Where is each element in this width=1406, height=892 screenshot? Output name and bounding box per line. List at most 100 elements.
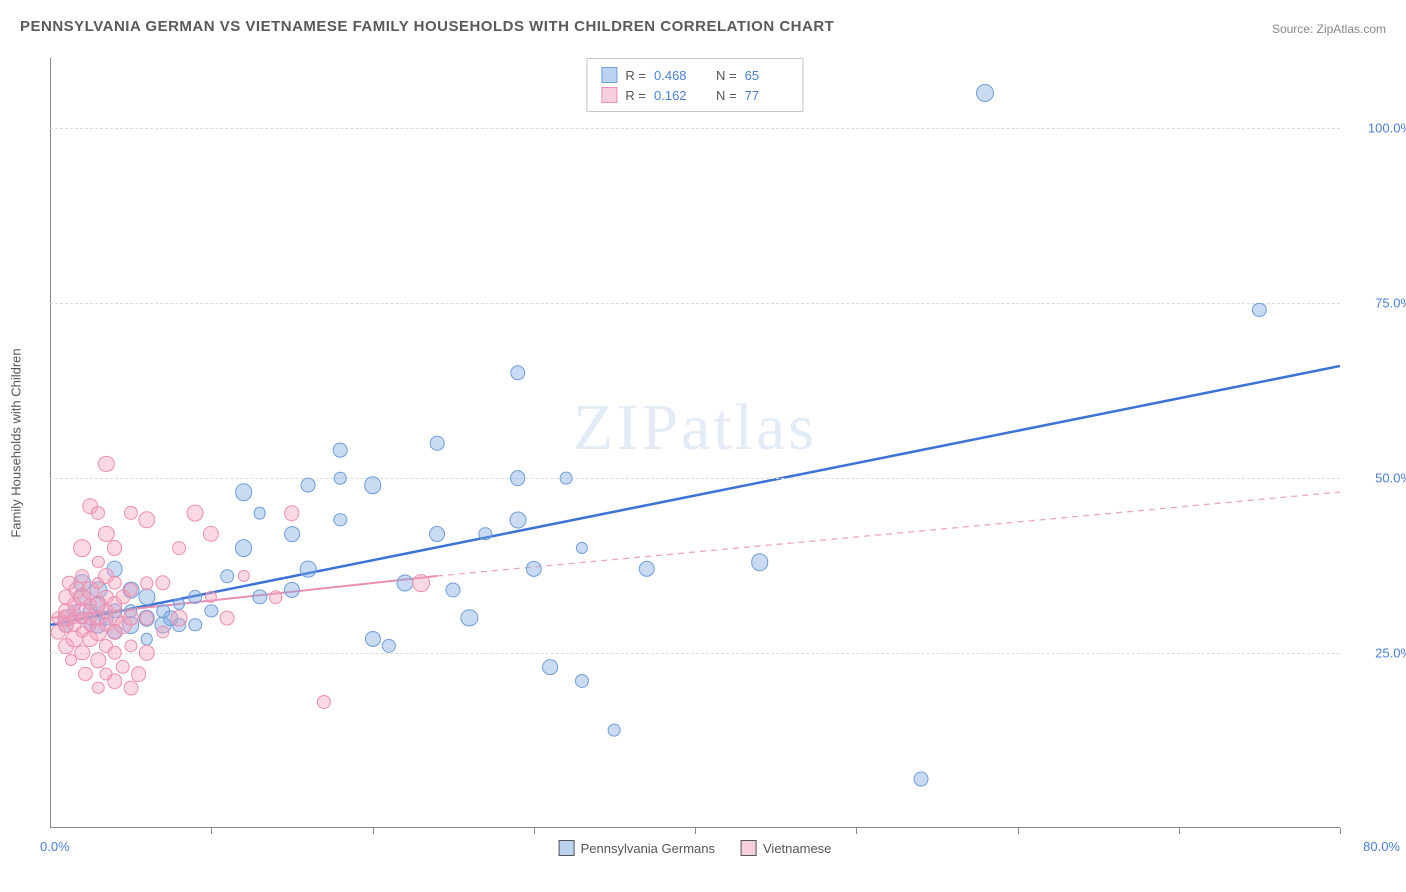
scatter-point bbox=[156, 625, 169, 638]
scatter-point bbox=[608, 724, 621, 737]
scatter-point bbox=[638, 561, 654, 577]
scatter-point bbox=[976, 84, 994, 102]
scatter-point bbox=[203, 526, 219, 542]
scatter-point bbox=[107, 540, 123, 556]
stat-r-label: R = bbox=[625, 68, 646, 83]
scatter-point bbox=[155, 575, 170, 590]
scatter-point bbox=[253, 507, 266, 520]
legend-label: Pennsylvania Germans bbox=[581, 841, 715, 856]
scatter-point bbox=[124, 506, 138, 520]
scatter-point bbox=[188, 618, 201, 631]
scatter-point bbox=[171, 610, 188, 627]
y-tick-label: 100.0% bbox=[1368, 121, 1406, 136]
source-prefix: Source: bbox=[1272, 22, 1317, 36]
scatter-point bbox=[205, 591, 217, 603]
scatter-point bbox=[235, 483, 253, 501]
legend-swatch bbox=[601, 87, 617, 103]
scatter-point bbox=[301, 478, 316, 493]
stats-row: R =0.162N =77 bbox=[601, 85, 788, 105]
x-axis-max-label: 80.0% bbox=[1363, 839, 1400, 854]
scatter-point bbox=[140, 576, 154, 590]
gridline bbox=[50, 128, 1340, 129]
scatter-point bbox=[138, 588, 155, 605]
legend-swatch bbox=[741, 840, 757, 856]
scatter-point bbox=[73, 539, 91, 557]
scatter-point bbox=[510, 365, 525, 380]
scatter-point bbox=[300, 561, 317, 578]
scatter-point bbox=[235, 539, 253, 557]
scatter-point bbox=[131, 666, 147, 682]
x-tick bbox=[695, 828, 696, 834]
scatter-point bbox=[75, 645, 90, 660]
y-tick-label: 75.0% bbox=[1375, 296, 1406, 311]
scatter-point bbox=[92, 556, 104, 568]
scatter-point bbox=[913, 772, 928, 787]
scatter-point bbox=[173, 598, 185, 610]
scatter-point bbox=[78, 667, 92, 681]
scatter-point bbox=[381, 639, 395, 653]
scatter-point bbox=[115, 660, 129, 674]
scatter-point bbox=[317, 695, 331, 709]
stat-n-value: 65 bbox=[745, 68, 789, 83]
scatter-point bbox=[430, 436, 445, 451]
chart-title: PENNSYLVANIA GERMAN VS VIETNAMESE FAMILY… bbox=[20, 18, 834, 35]
scatter-point bbox=[140, 633, 153, 646]
scatter-point bbox=[107, 673, 123, 689]
legend-label: Vietnamese bbox=[763, 841, 831, 856]
scatter-point bbox=[1252, 303, 1266, 317]
plot-canvas: Family Households with Children 0.0% 80.… bbox=[50, 58, 1340, 828]
scatter-point bbox=[334, 513, 347, 526]
stat-r-label: R = bbox=[625, 88, 646, 103]
scatter-point bbox=[237, 570, 249, 582]
scatter-point bbox=[98, 456, 114, 472]
scatter-point bbox=[509, 512, 526, 529]
scatter-point bbox=[334, 472, 347, 485]
stat-r-value: 0.162 bbox=[654, 88, 698, 103]
scatter-point bbox=[284, 582, 300, 598]
scatter-point bbox=[205, 604, 218, 617]
scatter-point bbox=[284, 526, 300, 542]
y-tick-label: 50.0% bbox=[1375, 471, 1406, 486]
stat-n-label: N = bbox=[716, 68, 737, 83]
stats-legend-box: R =0.468N =65R =0.162N =77 bbox=[586, 58, 803, 112]
scatter-point bbox=[91, 506, 105, 520]
x-tick bbox=[856, 828, 857, 834]
scatter-point bbox=[364, 476, 382, 494]
scatter-point bbox=[139, 611, 154, 626]
scatter-point bbox=[333, 443, 348, 458]
scatter-point bbox=[560, 472, 573, 485]
y-tick-label: 25.0% bbox=[1375, 646, 1406, 661]
x-tick bbox=[373, 828, 374, 834]
legend-item: Pennsylvania Germans bbox=[559, 840, 715, 856]
legend-swatch bbox=[601, 67, 617, 83]
x-tick bbox=[1340, 828, 1341, 834]
x-tick bbox=[1018, 828, 1019, 834]
x-tick bbox=[211, 828, 212, 834]
scatter-point bbox=[412, 574, 430, 592]
scatter-point bbox=[188, 590, 202, 604]
trend-lines bbox=[50, 58, 1340, 828]
scatter-point bbox=[461, 609, 478, 626]
y-axis bbox=[50, 58, 51, 828]
gridline bbox=[50, 478, 1340, 479]
scatter-point bbox=[139, 645, 155, 661]
scatter-point bbox=[221, 569, 235, 583]
scatter-point bbox=[479, 527, 492, 540]
scatter-point bbox=[542, 659, 558, 675]
watermark: ZIPatlas bbox=[573, 390, 817, 466]
stat-r-value: 0.468 bbox=[654, 68, 698, 83]
stats-row: R = 0.468 N = 65 bbox=[601, 65, 788, 85]
scatter-point bbox=[364, 631, 380, 647]
source-attribution: Source: ZipAtlas.com bbox=[1272, 22, 1386, 36]
scatter-point bbox=[429, 526, 445, 542]
legend: Pennsylvania Germans Vietnamese bbox=[559, 840, 832, 856]
gridline bbox=[50, 303, 1340, 304]
scatter-point bbox=[92, 682, 104, 694]
plot-area: Family Households with Children 0.0% 80.… bbox=[50, 58, 1340, 828]
scatter-point bbox=[138, 511, 155, 528]
scatter-point bbox=[510, 470, 526, 486]
stat-n-value: 77 bbox=[745, 88, 789, 103]
source-link[interactable]: ZipAtlas.com bbox=[1317, 22, 1386, 36]
x-axis-origin-label: 0.0% bbox=[40, 839, 70, 854]
scatter-point bbox=[187, 505, 204, 522]
